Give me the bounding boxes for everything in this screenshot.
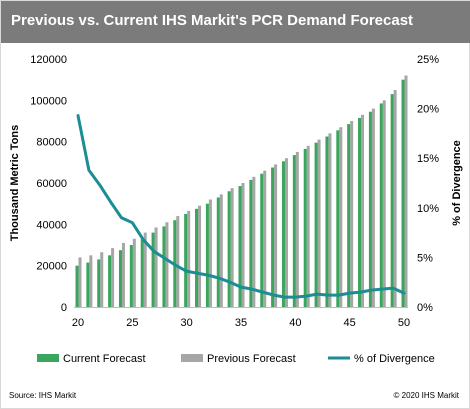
legend-swatch [37,354,59,362]
current-forecast-bar [151,232,155,307]
current-forecast-bar [249,179,253,307]
previous-forecast-bar [100,252,104,307]
current-forecast-bar [238,186,242,307]
current-forecast-bar [358,117,362,308]
previous-forecast-bar [361,114,365,307]
chart-header: Previous vs. Current IHS Markit's PCR De… [1,1,470,43]
axes: 0 20000 40000 60000 80000 100000 120000 0% 5% 10%… [9,54,463,329]
y-tick-label: 0 [61,302,67,314]
current-forecast-bar [314,142,318,307]
y-axis-title: Thousand Metric Tons [9,125,21,242]
y2-tick-label: 0% [417,302,433,314]
y2-tick-label: 20% [417,104,439,116]
current-forecast-bar [97,259,101,307]
previous-forecast-bar [317,139,321,307]
current-forecast-bar [227,191,231,307]
legend-swatch [181,354,203,362]
x-tick-label: 20 [72,317,84,329]
divergence-line-group [76,114,406,299]
x-tick-label: 45 [344,317,356,329]
previous-forecast-bar [263,170,267,307]
x-tick-label: 25 [126,317,138,329]
previous-forecast-bar [111,248,115,307]
current-forecast-bar [216,197,220,307]
previous-forecast-bar [382,100,386,307]
current-forecast-bar [379,103,383,307]
previous-forecast-bar [241,183,245,307]
x-tick-label: 30 [181,317,193,329]
current-forecast-bar [281,161,285,307]
current-forecast-bar [86,262,90,307]
previous-forecast-bar [154,227,158,307]
previous-forecast-bar [89,255,93,307]
previous-forecast-bar [187,210,191,307]
current-forecast-bar [390,94,394,307]
divergence-line [76,114,406,299]
current-forecast-bar [271,167,275,307]
current-forecast-bar [162,226,166,307]
current-forecast-bar [205,203,209,307]
previous-forecast-bar [274,164,278,307]
y-tick-label: 60000 [36,178,67,190]
previous-forecast-bar [143,232,147,307]
previous-forecast-bar [404,75,408,308]
current-forecast-bar [260,173,264,307]
previous-forecast-bar [230,188,234,307]
previous-forecast-bar [252,176,256,307]
current-forecast-bar [347,124,351,307]
y2-tick-label: 10% [417,203,439,215]
previous-forecast-bar [198,205,202,307]
current-forecast-bar [336,130,340,307]
y-tick-label: 20000 [36,261,67,273]
current-forecast-bar [75,265,79,307]
current-forecast-bar [368,111,372,307]
previous-forecast-bar [219,194,223,307]
previous-forecast-bar [208,199,212,307]
legend-label: Previous Forecast [207,353,296,365]
previous-forecast-bar [132,238,136,307]
legend-label: % of Divergence [354,353,435,365]
legend: Current Forecast Previous Forecast % of Di… [37,353,435,365]
current-forecast-bar [401,79,405,308]
y-tick-label: 80000 [36,137,67,149]
current-forecast-bar [118,250,122,307]
previous-forecast-bar [371,108,375,307]
y2-tick-label: 15% [417,153,439,165]
y-tick-label: 40000 [36,219,67,231]
current-forecast-bar [108,255,112,307]
y-tick-label: 100000 [30,95,67,107]
current-forecast-bar [303,148,307,307]
previous-forecast-bar [78,257,82,307]
previous-forecast-bar [328,133,332,307]
y-tick-label: 120000 [30,54,67,66]
previous-forecast-bar [176,216,180,307]
legend-label: Current Forecast [63,353,146,365]
current-forecast-bar [292,155,296,307]
previous-forecast-bar [121,242,125,307]
x-tick-label: 40 [289,317,301,329]
previous-forecast-bar [165,222,169,307]
previous-forecast-bar [306,145,310,307]
current-forecast-bar [140,238,144,307]
copyright-note: © 2020 IHS Markit [393,391,459,400]
bars [75,75,408,308]
current-forecast-bar [129,245,133,307]
previous-forecast-bar [339,127,343,307]
current-forecast-bar [325,136,329,307]
previous-forecast-bar [295,152,299,307]
previous-forecast-bar [350,121,354,307]
previous-forecast-bar [393,90,397,307]
previous-forecast-bar [284,158,288,307]
y2-tick-label: 5% [417,252,433,264]
x-tick-label: 50 [398,317,410,329]
x-tick-label: 35 [235,317,247,329]
current-forecast-bar [195,208,199,307]
y2-tick-label: 25% [417,54,439,66]
chart-title: Previous vs. Current IHS Markit's PCR De… [11,12,414,29]
source-note: Source: IHS Markit [9,391,77,400]
y2-axis-title: % of Divergence [451,140,463,226]
current-forecast-bar [184,214,188,307]
